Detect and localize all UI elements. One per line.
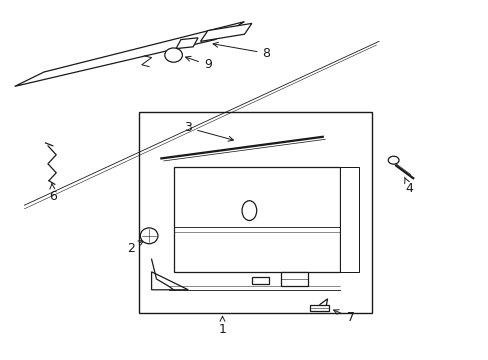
- Bar: [309, 305, 328, 311]
- Text: 9: 9: [185, 57, 211, 71]
- Text: 7: 7: [333, 310, 354, 324]
- Ellipse shape: [140, 228, 158, 244]
- Text: 2: 2: [127, 240, 143, 255]
- Polygon shape: [173, 167, 339, 272]
- Polygon shape: [15, 22, 244, 86]
- Text: 4: 4: [404, 177, 413, 195]
- Text: 6: 6: [49, 184, 57, 203]
- Polygon shape: [200, 23, 251, 41]
- Polygon shape: [315, 299, 327, 311]
- Text: 1: 1: [218, 316, 226, 336]
- Text: 5: 5: [312, 251, 326, 267]
- Bar: [139, 112, 371, 313]
- Bar: [281, 272, 307, 286]
- Polygon shape: [339, 167, 359, 272]
- Ellipse shape: [242, 201, 256, 220]
- Ellipse shape: [387, 156, 398, 164]
- Text: 3: 3: [184, 121, 233, 141]
- Polygon shape: [151, 272, 188, 290]
- Polygon shape: [176, 38, 198, 49]
- Bar: [251, 277, 268, 284]
- Text: 8: 8: [213, 42, 270, 60]
- Ellipse shape: [164, 48, 182, 62]
